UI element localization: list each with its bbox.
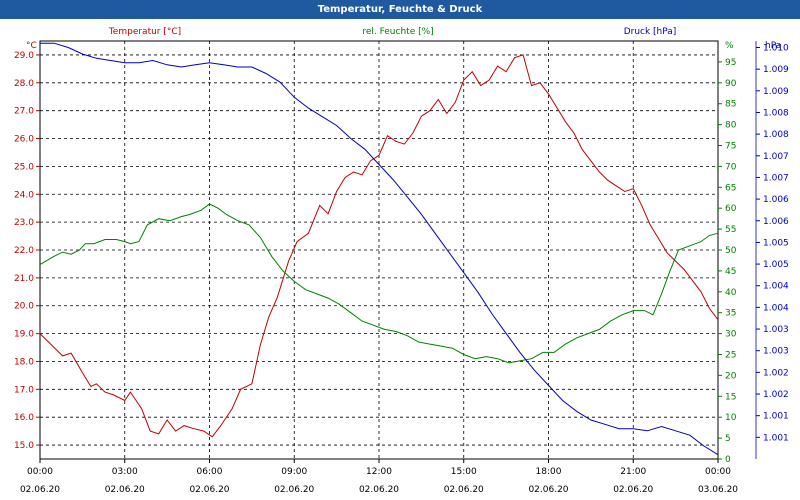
pres-tick-label-1: 1.009 bbox=[763, 65, 789, 75]
hum-tick-label-9: 50 bbox=[725, 246, 737, 256]
pres-tick-label-5: 1.007 bbox=[763, 152, 789, 162]
series-line-humidity bbox=[39, 203, 719, 364]
hum-tick-label-7: 60 bbox=[725, 204, 737, 214]
temp-tick-label-1: 28.0 bbox=[14, 79, 34, 89]
legend-humidity: rel. Feuchte [%] bbox=[362, 27, 433, 37]
pressure-axis: 1.010 1.009 1.009 1.008 1.008 1.007 1.007 1.006… bbox=[755, 41, 789, 459]
x-tick-date-0: 02.06.20 bbox=[20, 485, 60, 495]
pres-tick-label-3: 1.008 bbox=[763, 108, 789, 118]
x-tick-date-6: 02.06.20 bbox=[528, 485, 568, 495]
hum-tick-label-3: 80 bbox=[725, 121, 737, 131]
temp-tick-label-9: 20.0 bbox=[14, 302, 34, 312]
temp-tick-label-8: 21.0 bbox=[14, 274, 34, 284]
temp-tick-label-2: 27.0 bbox=[14, 107, 34, 117]
legend-pressure: Druck [hPa] bbox=[624, 27, 677, 37]
pres-tick-label-12: 1.004 bbox=[763, 303, 789, 313]
legend-temperature: Temperatur [°C] bbox=[108, 27, 181, 37]
grid-lines bbox=[40, 41, 718, 459]
series-lines bbox=[39, 42, 719, 456]
hum-tick-label-14: 25 bbox=[725, 351, 736, 361]
chart-title: Temperatur, Feuchte & Druck bbox=[0, 0, 800, 19]
x-tick-date-8: 03.06.20 bbox=[698, 485, 738, 495]
x-tick-date-4: 02.06.20 bbox=[359, 485, 399, 495]
x-tick-time-4: 12:00 bbox=[366, 467, 392, 477]
x-tick-time-6: 18:00 bbox=[536, 467, 562, 477]
x-tick-time-1: 03:00 bbox=[112, 467, 138, 477]
temp-tick-label-0: 29.0 bbox=[14, 51, 34, 61]
temp-tick-label-11: 18.0 bbox=[14, 357, 34, 367]
temp-tick-label-6: 23.0 bbox=[14, 218, 34, 228]
pres-tick-label-17: 1.001 bbox=[763, 412, 789, 422]
hum-tick-label-10: 45 bbox=[725, 267, 736, 277]
pres-tick-label-13: 1.003 bbox=[763, 325, 789, 335]
hum-tick-label-6: 65 bbox=[725, 183, 736, 193]
temp-tick-label-4: 25.0 bbox=[14, 162, 34, 172]
x-tick-date-3: 02.06.20 bbox=[274, 485, 314, 495]
hum-tick-label-15: 20 bbox=[725, 371, 737, 381]
pres-tick-label-7: 1.006 bbox=[763, 195, 789, 205]
hum-tick-label-2: 85 bbox=[725, 100, 736, 110]
series-line-temperature bbox=[39, 54, 719, 438]
pressure-unit: hPa bbox=[765, 41, 781, 51]
x-tick-time-2: 06:00 bbox=[197, 467, 223, 477]
temp-tick-label-14: 15.0 bbox=[14, 441, 34, 451]
humidity-unit: % bbox=[725, 41, 734, 51]
pres-tick-label-4: 1.008 bbox=[763, 130, 789, 140]
temp-tick-label-7: 22.0 bbox=[14, 246, 34, 256]
temp-tick-label-12: 17.0 bbox=[14, 385, 34, 395]
hum-tick-label-0: 95 bbox=[725, 58, 736, 68]
hum-tick-label-17: 10 bbox=[725, 413, 737, 423]
pres-tick-label-15: 1.002 bbox=[763, 368, 789, 378]
hum-tick-label-13: 30 bbox=[725, 330, 737, 340]
x-tick-time-0: 00:00 bbox=[27, 467, 53, 477]
pres-tick-label-14: 1.003 bbox=[763, 347, 789, 357]
hum-tick-label-5: 70 bbox=[725, 162, 737, 172]
hum-tick-label-19: 0 bbox=[725, 455, 731, 465]
x-tick-date-2: 02.06.20 bbox=[189, 485, 229, 495]
x-tick-date-5: 02.06.20 bbox=[444, 485, 484, 495]
hum-tick-label-12: 35 bbox=[725, 309, 736, 319]
temp-tick-label-3: 26.0 bbox=[14, 135, 34, 145]
pres-tick-label-16: 1.002 bbox=[763, 390, 789, 400]
time-axis: 00:00 02.06.20 03:00 02.06.20 06:00 02.06.20 0… bbox=[20, 459, 738, 495]
pres-tick-label-18: 1.001 bbox=[763, 433, 789, 443]
hum-tick-label-8: 55 bbox=[725, 225, 736, 235]
x-tick-date-7: 02.06.20 bbox=[613, 485, 653, 495]
hum-tick-label-18: 5 bbox=[725, 434, 731, 444]
pres-tick-label-2: 1.009 bbox=[763, 87, 789, 97]
temp-tick-label-10: 19.0 bbox=[14, 330, 34, 340]
temp-tick-label-5: 24.0 bbox=[14, 190, 34, 200]
x-tick-time-8: 00:00 bbox=[705, 467, 731, 477]
x-tick-time-7: 21:00 bbox=[620, 467, 646, 477]
temperature-axis: 29.0 28.0 27.0 26.0 25.0 24.0 23.0 22.0 21.0 20.0… bbox=[14, 51, 40, 451]
line-chart: Temperatur [°C] rel. Feuchte [%] Druck [… bbox=[14, 27, 789, 495]
pres-tick-label-11: 1.004 bbox=[763, 282, 789, 292]
hum-tick-label-1: 90 bbox=[725, 79, 737, 89]
temperature-unit: °C bbox=[26, 41, 37, 51]
x-tick-date-1: 02.06.20 bbox=[105, 485, 145, 495]
pres-tick-label-10: 1.005 bbox=[763, 260, 789, 270]
pres-tick-label-6: 1.007 bbox=[763, 173, 789, 183]
pres-tick-label-9: 1.005 bbox=[763, 238, 789, 248]
hum-tick-label-4: 75 bbox=[725, 142, 736, 152]
x-tick-time-5: 15:00 bbox=[451, 467, 477, 477]
series-line-pressure bbox=[40, 42, 719, 456]
temp-tick-label-13: 16.0 bbox=[14, 413, 34, 423]
hum-tick-label-11: 40 bbox=[725, 288, 737, 298]
pres-tick-label-0: 1.010 bbox=[763, 43, 789, 53]
hum-tick-label-16: 15 bbox=[725, 392, 736, 402]
pres-tick-label-8: 1.006 bbox=[763, 217, 789, 227]
x-tick-time-3: 09:00 bbox=[281, 467, 307, 477]
